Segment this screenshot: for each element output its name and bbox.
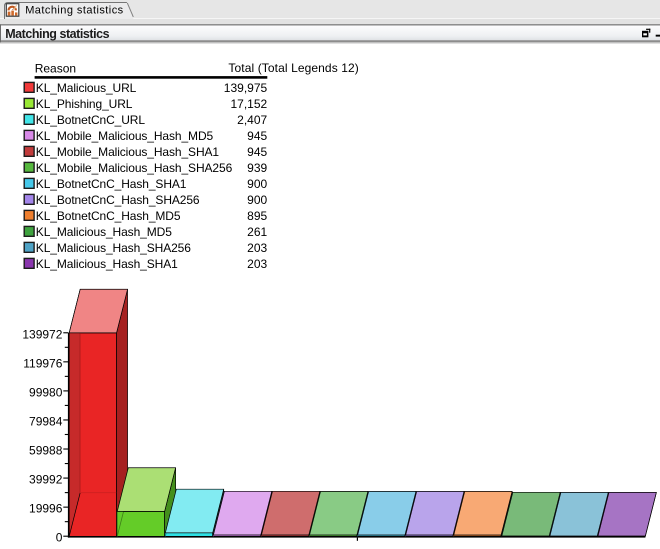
svg-text:KL_BotnetCnC_URL: KL_BotnetCnC_URL [36,113,146,127]
svg-text:99980: 99980 [29,385,63,399]
svg-text:Reason: Reason [35,61,76,75]
svg-text:KL_Mobile_Malicious_Hash_SHA1: KL_Mobile_Malicious_Hash_SHA1 [36,145,220,159]
svg-text:79984: 79984 [29,414,63,428]
svg-text:39992: 39992 [29,473,63,487]
svg-text:KL_Mobile_Malicious_Hash_MD5: KL_Mobile_Malicious_Hash_MD5 [36,129,214,143]
svg-text:KL_BotnetCnC_Hash_SHA256: KL_BotnetCnC_Hash_SHA256 [36,193,200,207]
svg-text:139,975: 139,975 [224,81,268,95]
svg-text:895: 895 [247,209,267,223]
svg-text:17,152: 17,152 [230,97,267,111]
svg-text:Matching statistics: Matching statistics [5,27,109,41]
svg-text:59988: 59988 [29,444,63,458]
svg-text:203: 203 [247,257,267,271]
svg-text:KL_BotnetCnC_Hash_MD5: KL_BotnetCnC_Hash_MD5 [36,209,181,223]
svg-text:119976: 119976 [23,356,62,370]
svg-text:139972: 139972 [22,327,62,341]
svg-text:KL_Malicious_URL: KL_Malicious_URL [36,81,137,95]
svg-text:900: 900 [247,193,267,207]
svg-text:900: 900 [247,177,267,191]
svg-text:KL_Malicious_Hash_SHA256: KL_Malicious_Hash_SHA256 [36,241,191,255]
svg-text:KL_Malicious_Hash_SHA1: KL_Malicious_Hash_SHA1 [36,257,178,271]
svg-text:19996: 19996 [29,502,63,516]
svg-text:KL_Mobile_Malicious_Hash_SHA25: KL_Mobile_Malicious_Hash_SHA256 [36,161,233,175]
svg-text:261: 261 [247,225,267,239]
svg-text:945: 945 [247,129,267,143]
svg-text:945: 945 [247,145,267,159]
svg-text:KL_BotnetCnC_Hash_SHA1: KL_BotnetCnC_Hash_SHA1 [36,177,187,191]
svg-text:939: 939 [247,161,267,175]
svg-text:Matching statistics: Matching statistics [25,5,123,17]
svg-text:203: 203 [247,241,267,255]
svg-text:KL_Phishing_URL: KL_Phishing_URL [36,97,133,111]
svg-text:KL_Malicious_Hash_MD5: KL_Malicious_Hash_MD5 [36,225,172,239]
svg-text:0: 0 [56,531,63,544]
svg-text:Total (Total Legends 12): Total (Total Legends 12) [228,61,358,75]
svg-text:2,407: 2,407 [237,113,267,127]
